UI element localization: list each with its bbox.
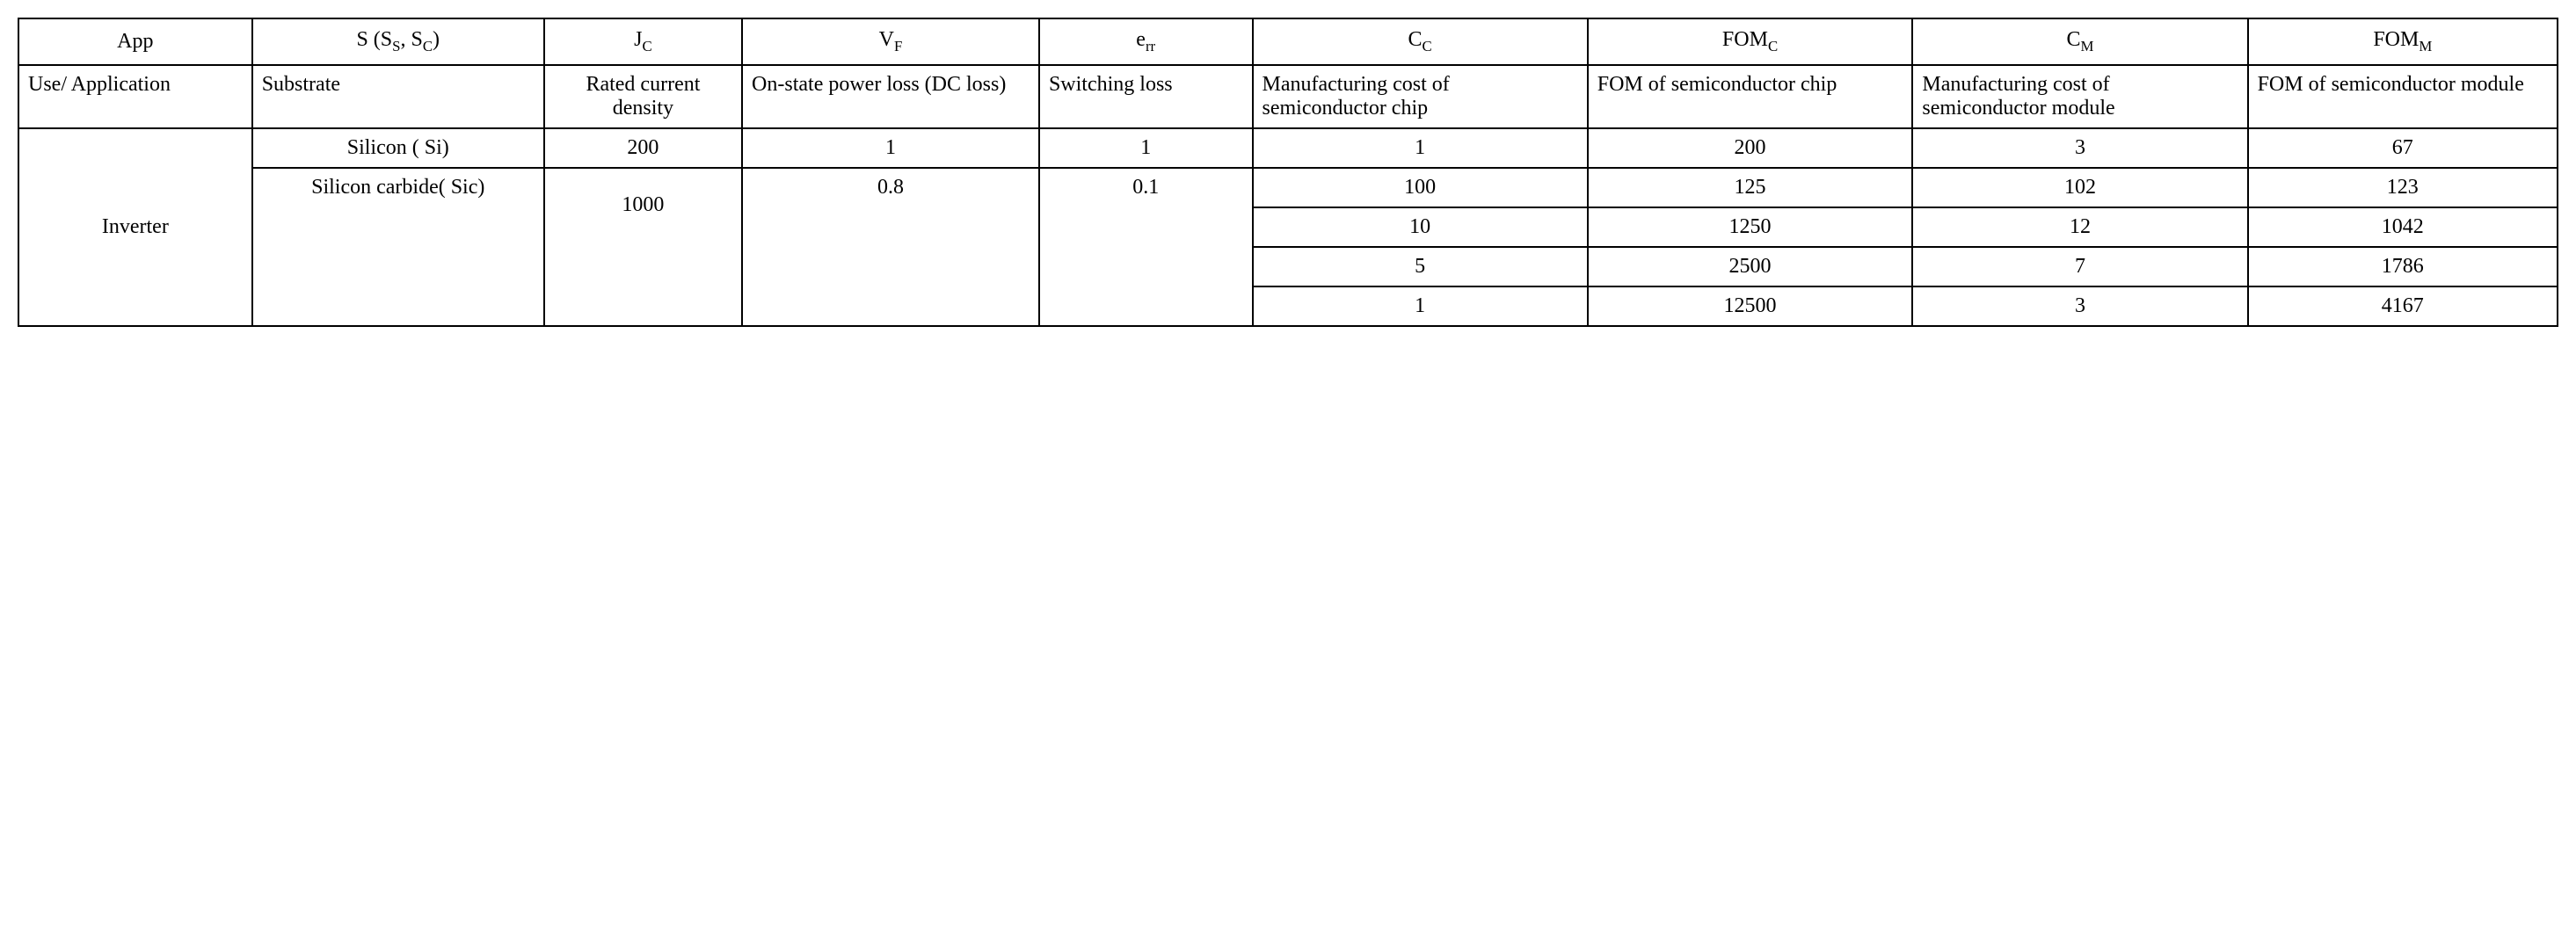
cell-vf: 0.8 [742, 168, 1039, 326]
desc-fomm: FOM of semiconductor module [2248, 65, 2558, 128]
cell-fomc: 125 [1588, 168, 1913, 207]
cell-jc: 1000 [544, 168, 742, 326]
col-header-fomc: FOMC [1588, 18, 1913, 65]
desc-vf: On-state power loss (DC loss) [742, 65, 1039, 128]
cell-fomc: 1250 [1588, 207, 1913, 247]
col-header-cm: CM [1912, 18, 2247, 65]
col-header-err: err [1039, 18, 1253, 65]
cell-cc: 5 [1253, 247, 1588, 286]
desc-s: Substrate [252, 65, 544, 128]
col-header-cc: CC [1253, 18, 1588, 65]
cell-cm: 102 [1912, 168, 2247, 207]
fom-table: App S (SS, SC) JC VF err CC FOMC CM FOMM… [18, 18, 2558, 327]
cell-fomc: 2500 [1588, 247, 1913, 286]
description-row: Use/ Application Substrate Rated current… [18, 65, 2558, 128]
cell-jc: 200 [544, 128, 742, 168]
cell-substrate: Silicon carbide( Sic) [252, 168, 544, 326]
table-row: Inverter Silicon ( Si) 200 1 1 1 200 3 6… [18, 128, 2558, 168]
col-header-jc: JC [544, 18, 742, 65]
cell-err: 1 [1039, 128, 1253, 168]
table-row: Silicon carbide( Sic) 1000 0.8 0.1 100 1… [18, 168, 2558, 207]
cell-cc: 1 [1253, 128, 1588, 168]
desc-jc: Rated current density [544, 65, 742, 128]
cell-app: Inverter [18, 128, 252, 326]
header-row: App S (SS, SC) JC VF err CC FOMC CM FOMM [18, 18, 2558, 65]
cell-fomc: 12500 [1588, 286, 1913, 326]
desc-cc: Manufacturing cost of semiconductor chip [1253, 65, 1588, 128]
cell-fomm: 123 [2248, 168, 2558, 207]
desc-cm: Manufacturing cost of semiconductor modu… [1912, 65, 2247, 128]
cell-cm: 7 [1912, 247, 2247, 286]
cell-fomm: 67 [2248, 128, 2558, 168]
cell-cm: 3 [1912, 128, 2247, 168]
cell-cm: 12 [1912, 207, 2247, 247]
desc-fomc: FOM of semiconductor chip [1588, 65, 1913, 128]
cell-fomm: 1786 [2248, 247, 2558, 286]
cell-cc: 100 [1253, 168, 1588, 207]
cell-vf: 1 [742, 128, 1039, 168]
desc-app: Use/ Application [18, 65, 252, 128]
cell-cc: 10 [1253, 207, 1588, 247]
cell-fomc: 200 [1588, 128, 1913, 168]
cell-cm: 3 [1912, 286, 2247, 326]
cell-fomm: 1042 [2248, 207, 2558, 247]
cell-cc: 1 [1253, 286, 1588, 326]
cell-substrate: Silicon ( Si) [252, 128, 544, 168]
col-header-s: S (SS, SC) [252, 18, 544, 65]
col-header-fomm: FOMM [2248, 18, 2558, 65]
cell-fomm: 4167 [2248, 286, 2558, 326]
cell-err: 0.1 [1039, 168, 1253, 326]
desc-err: Switching loss [1039, 65, 1253, 128]
col-header-app: App [18, 18, 252, 65]
col-header-vf: VF [742, 18, 1039, 65]
